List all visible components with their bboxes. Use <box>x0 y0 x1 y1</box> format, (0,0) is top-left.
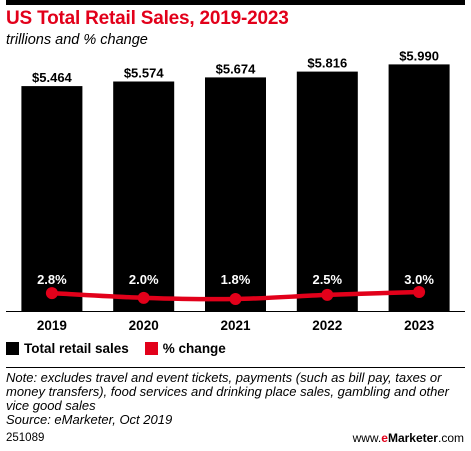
brand-link[interactable]: www.eMarketer.com <box>353 431 464 445</box>
line-point-2023 <box>413 286 426 298</box>
x-tick-label: 2019 <box>37 318 67 333</box>
x-tick-label: 2023 <box>404 318 435 333</box>
legend-item-bars: Total retail sales <box>6 341 129 356</box>
bar-2019 <box>21 86 83 311</box>
line-point-2020 <box>137 291 150 304</box>
legend-swatch-line <box>144 342 158 355</box>
x-tick-label: 2022 <box>312 318 342 333</box>
x-tick-label: 2020 <box>129 318 159 333</box>
bar-value-label: $5.816 <box>307 56 347 71</box>
line-value-label: 2.0% <box>129 272 159 287</box>
line-point-2022 <box>321 288 334 301</box>
chart-id: 251089 <box>6 432 45 444</box>
line-value-label: 3.0% <box>404 272 434 287</box>
bar-2021 <box>205 77 266 312</box>
bar-2023 <box>388 64 450 312</box>
bar-value-label: $5.464 <box>32 70 73 85</box>
brand-e: e <box>381 431 388 445</box>
legend-label-bars: Total retail sales <box>24 341 129 356</box>
brand-prefix: www. <box>352 431 382 445</box>
legend-swatch-bars <box>6 342 19 355</box>
chart: $5.464 $5.574 $5.674 $5.816 $5.990 2.8% 2.0% 1.… <box>6 48 465 333</box>
legend-label-line: % change <box>162 341 226 356</box>
x-tick-label: 2021 <box>220 318 251 333</box>
legend: Total retail sales % change <box>6 341 242 356</box>
chart-subtitle: trillions and % change <box>6 32 148 48</box>
legend-divider <box>6 367 465 368</box>
bar-value-label: $5.990 <box>399 48 439 63</box>
note-block: Note: excludes travel and event tickets,… <box>6 371 466 427</box>
bar-value-label: $5.574 <box>124 66 165 81</box>
bar-value-label: $5.674 <box>216 61 257 76</box>
bar-2020 <box>113 81 175 311</box>
line-value-label: 1.8% <box>221 272 251 287</box>
source-text: Source: eMarketer, Oct 2019 <box>6 412 173 427</box>
line-point-2021 <box>229 293 242 305</box>
brand-name: Marketer <box>387 431 438 445</box>
note-text: Note: excludes travel and event tickets,… <box>6 370 449 413</box>
chart-title: US Total Retail Sales, 2019-2023 <box>6 8 289 29</box>
bar-2022 <box>296 71 358 311</box>
brand-suffix: .com <box>437 431 464 445</box>
line-value-label: 2.5% <box>312 272 342 287</box>
top-rule <box>6 0 465 5</box>
line-value-label: 2.8% <box>37 272 67 287</box>
line-point-2019 <box>45 287 58 300</box>
legend-item-line: % change <box>144 341 226 356</box>
